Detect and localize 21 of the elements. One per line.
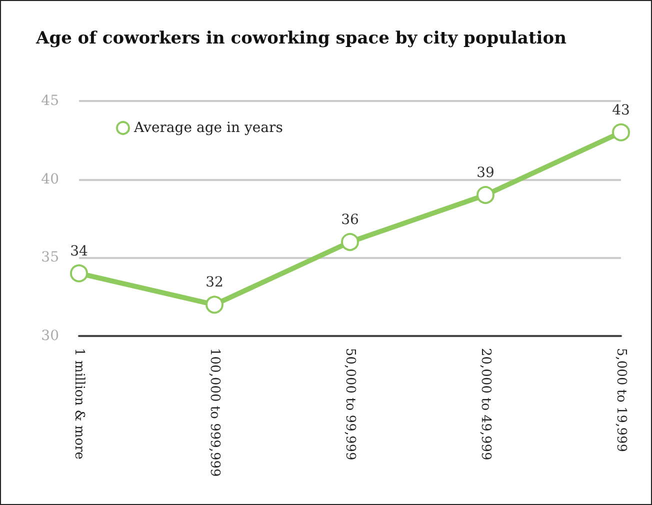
point xyxy=(476,186,494,204)
point xyxy=(341,233,359,251)
y-tick-label: 35 xyxy=(41,250,59,266)
data-label: 39 xyxy=(476,165,494,181)
x-tick-label: 50,000 to 99,999 xyxy=(342,348,358,460)
point xyxy=(612,123,630,142)
legend-label: Average age in years xyxy=(133,120,283,136)
data-label: 34 xyxy=(70,243,88,260)
point xyxy=(70,264,88,282)
x-tick-label: 100,000 to 999,999 xyxy=(207,348,222,477)
x-tick-label: 5,000 to 19,999 xyxy=(614,348,628,452)
data-label: 43 xyxy=(612,102,630,118)
data-label: 32 xyxy=(206,274,224,291)
y-tick-label: 40 xyxy=(41,171,59,188)
y-tick-label: 30 xyxy=(41,328,59,344)
x-tick-label: 20,000 to 49,999 xyxy=(478,348,493,460)
chart-title: Age of coworkers in coworking space by city population xyxy=(35,28,566,48)
x-tick-label: 1 million & more xyxy=(72,348,86,460)
y-tick-label: 45 xyxy=(41,93,59,109)
point xyxy=(206,296,224,314)
data-label: 36 xyxy=(341,212,359,228)
